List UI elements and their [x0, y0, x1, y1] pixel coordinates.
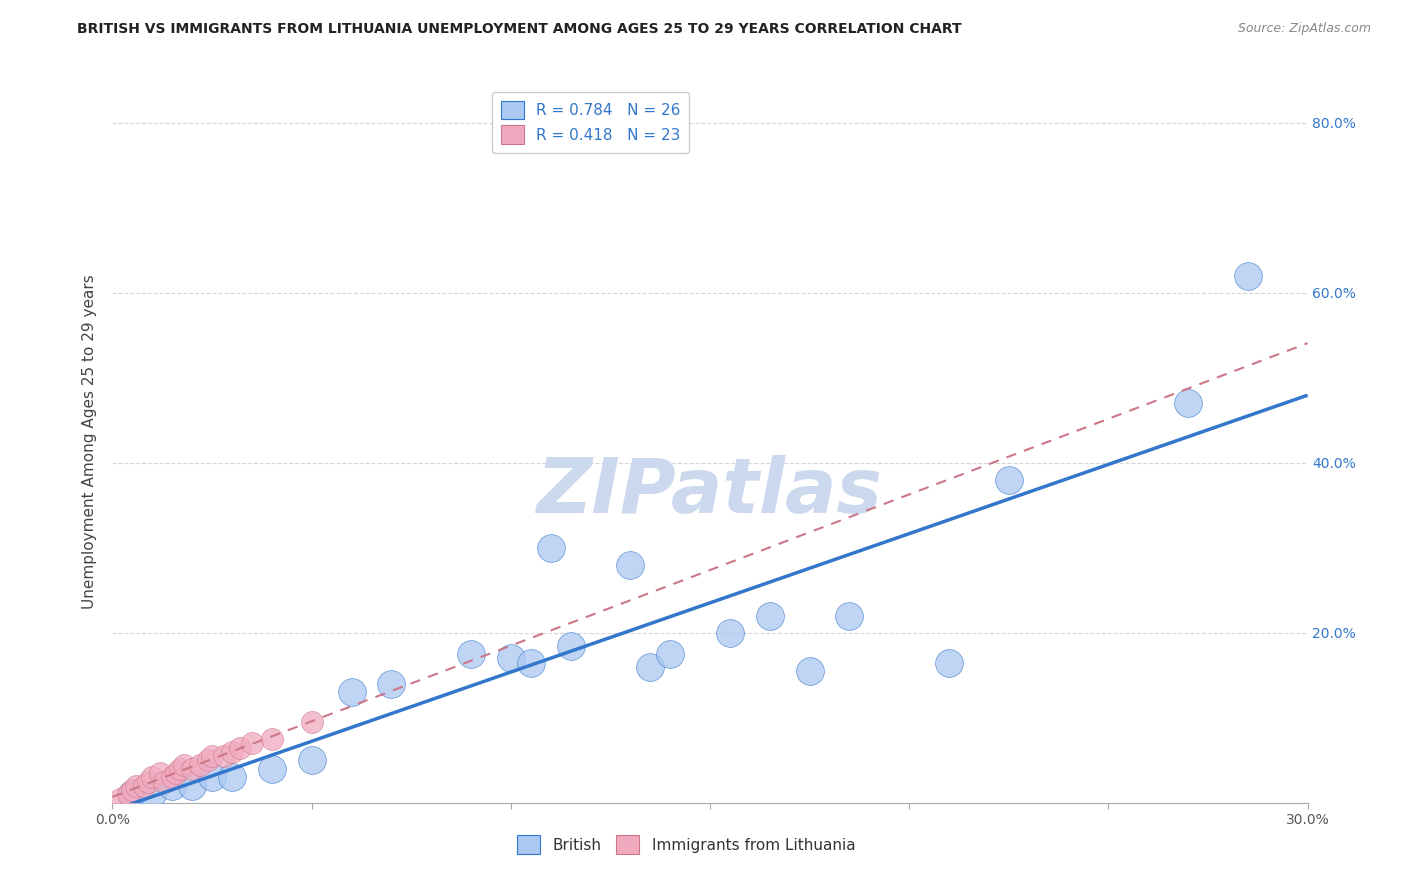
Point	[162, 779, 183, 793]
Point	[619, 558, 641, 572]
Point	[460, 647, 482, 661]
Point	[560, 639, 582, 653]
Point	[540, 541, 562, 555]
Legend: British, Immigrants from Lithuania: British, Immigrants from Lithuania	[510, 830, 862, 860]
Point	[1237, 268, 1260, 283]
Text: Source: ZipAtlas.com: Source: ZipAtlas.com	[1237, 22, 1371, 36]
Point	[260, 762, 283, 776]
Point	[181, 762, 204, 776]
Point	[153, 774, 176, 789]
Point	[221, 770, 243, 784]
Point	[221, 745, 243, 759]
Point	[162, 770, 183, 784]
Point	[110, 791, 132, 805]
Point	[173, 757, 195, 772]
Point	[201, 770, 224, 784]
Y-axis label: Unemployment Among Ages 25 to 29 years: Unemployment Among Ages 25 to 29 years	[82, 274, 97, 609]
Point	[188, 757, 211, 772]
Point	[197, 753, 219, 767]
Point	[134, 779, 156, 793]
Point	[138, 774, 160, 789]
Point	[520, 656, 543, 670]
Point	[201, 749, 224, 764]
Point	[121, 783, 143, 797]
Point	[1177, 396, 1199, 410]
Point	[260, 732, 283, 747]
Point	[499, 651, 522, 665]
Point	[640, 660, 662, 674]
Point	[838, 608, 860, 623]
Point	[169, 762, 191, 776]
Point	[229, 740, 252, 755]
Point	[340, 685, 363, 699]
Point	[301, 753, 323, 767]
Point	[212, 749, 235, 764]
Point	[125, 779, 148, 793]
Point	[117, 787, 139, 801]
Point	[240, 736, 263, 750]
Point	[998, 473, 1021, 487]
Point	[301, 714, 323, 729]
Point	[759, 608, 782, 623]
Point	[165, 766, 187, 780]
Text: BRITISH VS IMMIGRANTS FROM LITHUANIA UNEMPLOYMENT AMONG AGES 25 TO 29 YEARS CORR: BRITISH VS IMMIGRANTS FROM LITHUANIA UNE…	[77, 22, 962, 37]
Point	[799, 664, 821, 678]
Point	[938, 656, 960, 670]
Point	[380, 677, 402, 691]
Point	[181, 779, 204, 793]
Point	[718, 625, 741, 640]
Point	[121, 787, 143, 801]
Point	[149, 766, 172, 780]
Point	[659, 647, 682, 661]
Point	[141, 770, 163, 784]
Point	[141, 787, 163, 801]
Text: ZIPatlas: ZIPatlas	[537, 455, 883, 529]
